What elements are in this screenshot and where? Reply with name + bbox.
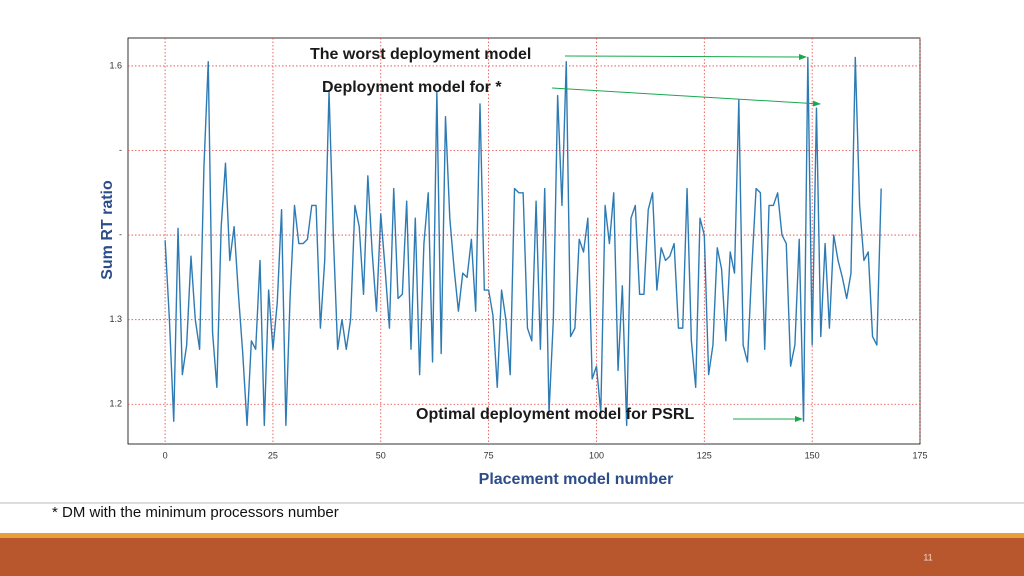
x-tick-label: 50 [376, 450, 386, 460]
arrow [564, 53, 807, 60]
x-tick-label: 175 [912, 450, 927, 460]
y-tick-label: - [119, 145, 122, 155]
x-axis-label: Placement model number [479, 471, 674, 488]
footer-band [0, 538, 1024, 576]
annotation: Optimal deployment model for PSRL [416, 406, 694, 423]
footnote: * DM with the minimum processors number [52, 504, 339, 521]
band-top [0, 533, 1024, 538]
page-number: 11 [923, 552, 932, 562]
chart: 0 25 50 75 100 125 150 175 1.2 1.3 - - 1.6 [109, 38, 928, 460]
x-tick-label: 150 [805, 450, 820, 460]
x-tick-label: 25 [268, 450, 278, 460]
x-tick-label: 100 [589, 450, 604, 460]
arrow [551, 87, 821, 107]
x-tick-label: 125 [697, 450, 712, 460]
y-tick-label: - [119, 229, 122, 239]
y-tick-label: 1.6 [109, 60, 122, 70]
y-tick-label: 1.3 [109, 314, 122, 324]
data-line [164, 56, 882, 427]
annotation: Deployment model for * [322, 79, 502, 96]
x-tick-label: 0 [163, 450, 168, 460]
y-axis-label: Sum RT ratio [99, 180, 116, 280]
y-tick-label: 1.2 [109, 399, 122, 409]
x-tick-label: 75 [484, 450, 494, 460]
annotation: The worst deployment model [310, 46, 531, 63]
